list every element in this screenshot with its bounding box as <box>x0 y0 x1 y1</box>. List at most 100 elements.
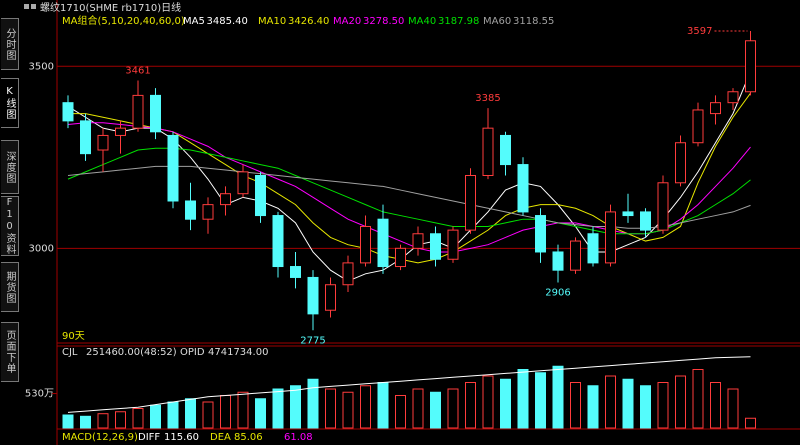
volume-bar <box>535 372 546 429</box>
candle-body <box>570 240 581 271</box>
annotation: 2775 <box>300 335 325 346</box>
candle-body <box>535 215 546 253</box>
volume-bar <box>237 391 249 429</box>
candle-body <box>430 233 441 260</box>
volume-bar <box>360 385 371 429</box>
legend-name: MA40 <box>408 16 436 27</box>
annotation: 3597 <box>687 26 712 37</box>
volume-bar <box>412 388 424 429</box>
candle-body <box>220 193 231 206</box>
volume-bar <box>692 369 704 429</box>
candle-body <box>517 164 529 213</box>
volume-bar <box>185 398 196 429</box>
volume-bar <box>447 388 459 429</box>
y-tick-label: 3500 <box>29 61 54 72</box>
legend-value: 3426.40 <box>288 16 329 27</box>
volume-bar <box>97 413 109 429</box>
candle-body <box>692 109 704 144</box>
tab[interactable]: F10资料 <box>1 196 19 256</box>
candle-body <box>360 225 371 264</box>
annotation: 3385 <box>475 93 500 104</box>
candle-body <box>167 134 179 202</box>
ma-group: MA组合(5,10,20,40,60,0) <box>62 14 185 27</box>
candle-body <box>482 127 494 176</box>
volume-bar <box>150 404 161 429</box>
y-tick-label: 530万 <box>25 389 54 400</box>
volume-bar <box>325 388 336 429</box>
candle-body <box>552 251 564 271</box>
volume-bar <box>167 401 179 429</box>
candle-body <box>132 94 144 129</box>
ma-line <box>67 165 751 229</box>
legend-name: MA60 <box>483 16 511 27</box>
volume-bar <box>430 391 441 429</box>
tab[interactable]: 分时图 <box>1 18 19 70</box>
period: 90天 <box>62 331 85 342</box>
tab[interactable]: 页面下单 <box>1 322 19 382</box>
volume-bar <box>727 388 739 429</box>
volume-bar <box>132 408 144 429</box>
tab[interactable]: 深度图 <box>1 140 19 194</box>
y-tick-label: 3000 <box>29 243 54 254</box>
legend-name: MA20 <box>333 16 361 27</box>
candle-body <box>675 142 686 184</box>
icon <box>31 4 36 9</box>
candle-body <box>97 134 109 151</box>
volume-bar <box>395 395 406 429</box>
volume-bar <box>482 375 494 429</box>
chart-title: 螺纹1710(SHME rb1710)日线 <box>40 1 181 14</box>
volume-bar <box>500 378 511 429</box>
ma-line <box>67 147 751 235</box>
macd-name: DEA <box>210 432 231 443</box>
macd-name: DIFF <box>138 432 160 443</box>
tab[interactable]: 期货图 <box>1 262 19 312</box>
legend-value: 251460.00(48:52) <box>86 347 177 358</box>
volume-bar <box>517 369 529 429</box>
icon <box>24 4 29 9</box>
candle-body <box>307 276 319 315</box>
candle-body <box>727 91 739 104</box>
candle-body <box>640 211 651 231</box>
volume-bar <box>745 417 756 429</box>
volume-bar <box>675 375 686 429</box>
legend-name: CJL <box>62 347 78 358</box>
volume-bar <box>710 382 721 429</box>
candle-body <box>185 200 196 220</box>
candle-body <box>447 229 459 260</box>
candle-body <box>587 233 599 264</box>
candle-body <box>202 204 214 220</box>
macd-title: MACD(12,26,9) <box>62 432 138 443</box>
volume-bar <box>62 414 74 429</box>
candle-body <box>150 94 161 133</box>
volume-bar <box>605 375 616 429</box>
volume-bar <box>307 378 319 429</box>
legend-value: 3485.40 <box>207 16 248 27</box>
candle-body <box>325 284 336 311</box>
volume-bar <box>622 378 634 429</box>
volume-bar <box>202 401 214 429</box>
candle-body <box>500 134 511 166</box>
candle-body <box>80 120 91 155</box>
legend-name: MA10 <box>258 16 286 27</box>
volume-bar <box>657 382 669 429</box>
macd-value: 61.08 <box>284 432 313 443</box>
candle-body <box>272 215 284 268</box>
open-interest-line <box>67 356 751 413</box>
volume-bar <box>342 391 354 429</box>
tab[interactable]: K线图 <box>1 78 19 128</box>
legend-value: 4741734.00 <box>208 347 268 358</box>
ma-line <box>68 92 751 264</box>
candle-body <box>342 262 354 286</box>
volume-bar <box>220 395 231 429</box>
candle-body <box>62 102 74 122</box>
legend-value: 3118.55 <box>513 16 554 27</box>
legend-name: MA5 <box>183 16 205 27</box>
candle-body <box>622 211 634 217</box>
candle-body <box>377 218 389 268</box>
candle-body <box>237 171 249 195</box>
candle-body <box>465 175 476 231</box>
volume-bar <box>80 415 91 429</box>
volume-bar <box>465 382 476 429</box>
